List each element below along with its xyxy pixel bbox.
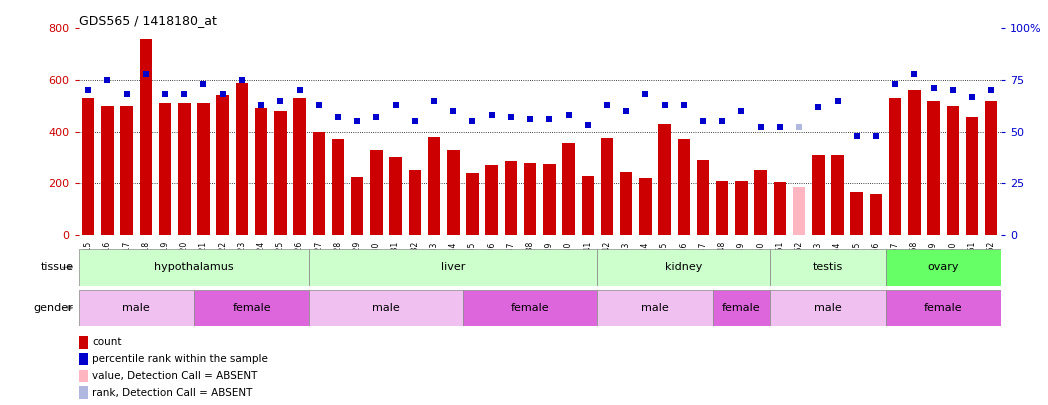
Bar [409, 171, 421, 235]
Bar [79, 386, 88, 399]
Bar [927, 101, 940, 235]
Bar [831, 155, 844, 235]
Bar [966, 117, 978, 235]
Bar [697, 160, 709, 235]
Bar [370, 150, 383, 235]
Bar [390, 158, 401, 235]
Bar [770, 290, 886, 326]
Bar [946, 106, 959, 235]
Bar [886, 290, 1001, 326]
Bar [658, 124, 671, 235]
Bar [255, 109, 267, 235]
Text: ovary: ovary [927, 262, 959, 272]
Bar [582, 175, 594, 235]
Bar [79, 370, 88, 382]
Text: tissue: tissue [41, 262, 73, 272]
Bar [236, 83, 248, 235]
Bar [121, 106, 133, 235]
Bar [909, 90, 920, 235]
Bar [102, 106, 113, 235]
Bar [309, 290, 463, 326]
Text: male: male [372, 303, 400, 313]
Text: hypothalamus: hypothalamus [154, 262, 234, 272]
Bar [601, 138, 613, 235]
Bar [79, 336, 88, 349]
Bar [716, 181, 728, 235]
Text: female: female [233, 303, 270, 313]
Text: female: female [510, 303, 549, 313]
Bar [812, 155, 825, 235]
Bar [82, 98, 94, 235]
Bar [79, 353, 88, 365]
Bar [639, 178, 652, 235]
Bar [770, 249, 886, 286]
Text: female: female [722, 303, 761, 313]
Bar [309, 249, 597, 286]
Text: male: male [641, 303, 669, 313]
Text: GDS565 / 1418180_at: GDS565 / 1418180_at [79, 14, 217, 27]
Bar [793, 187, 805, 235]
Bar [620, 172, 632, 235]
Bar [563, 143, 574, 235]
Text: rank, Detection Call = ABSENT: rank, Detection Call = ABSENT [92, 388, 253, 398]
Bar [194, 290, 309, 326]
Bar [505, 161, 517, 235]
Bar [524, 163, 537, 235]
Bar [678, 139, 690, 235]
Text: liver: liver [441, 262, 465, 272]
Bar [773, 182, 786, 235]
Text: count: count [92, 337, 122, 347]
Text: percentile rank within the sample: percentile rank within the sample [92, 354, 268, 364]
Bar [463, 290, 597, 326]
Bar [275, 111, 286, 235]
Text: male: male [123, 303, 150, 313]
Bar [466, 173, 479, 235]
Bar [597, 249, 770, 286]
Text: value, Detection Call = ABSENT: value, Detection Call = ABSENT [92, 371, 258, 381]
Text: testis: testis [813, 262, 843, 272]
Bar [312, 132, 325, 235]
Bar [332, 139, 344, 235]
Bar [217, 96, 228, 235]
Text: kidney: kidney [665, 262, 702, 272]
Bar [543, 164, 555, 235]
Bar [736, 181, 747, 235]
Bar [293, 98, 306, 235]
Bar [178, 103, 191, 235]
Bar [197, 103, 210, 235]
Bar [447, 150, 459, 235]
Bar [985, 101, 998, 235]
Bar [351, 177, 364, 235]
Bar [428, 137, 440, 235]
Text: male: male [814, 303, 842, 313]
Bar [79, 249, 309, 286]
Bar [485, 165, 498, 235]
Bar [755, 171, 767, 235]
Bar [713, 290, 770, 326]
Bar [886, 249, 1001, 286]
Bar [870, 194, 882, 235]
Bar [597, 290, 713, 326]
Bar [79, 290, 194, 326]
Bar [851, 192, 863, 235]
Bar [159, 103, 171, 235]
Bar [889, 98, 901, 235]
Text: gender: gender [34, 303, 73, 313]
Text: female: female [924, 303, 962, 313]
Bar [139, 39, 152, 235]
